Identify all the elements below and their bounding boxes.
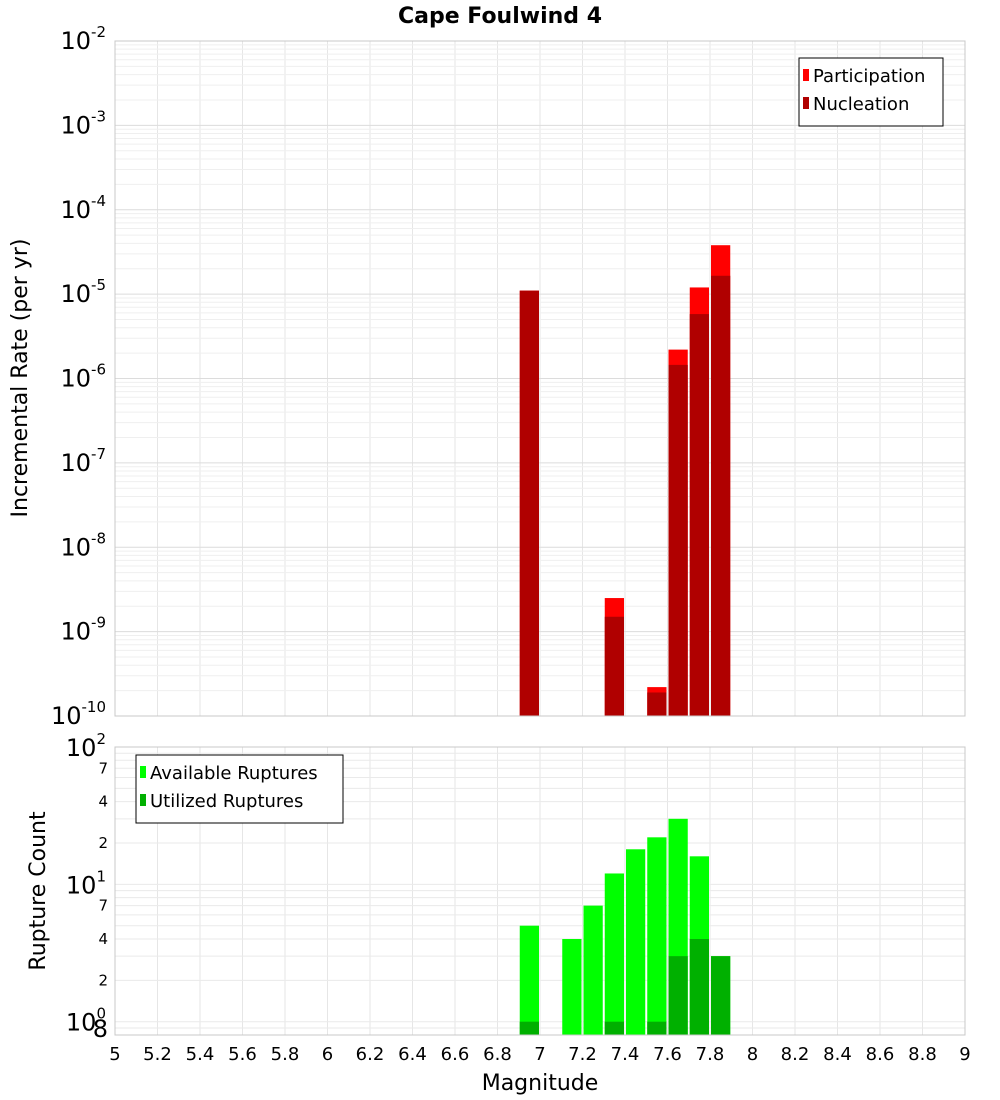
bottom-y-tick-label: 7: [98, 759, 108, 777]
x-tick-label: 6.4: [398, 1044, 427, 1065]
top-legend-swatch-nucleation: [803, 97, 809, 109]
top-y-tick-label: 10-3: [60, 107, 106, 139]
bar-utilized-ruptures-7.55: [647, 1021, 667, 1035]
x-tick-label: 6.8: [483, 1044, 512, 1065]
top-legend-label: Participation: [813, 66, 925, 87]
x-tick-label: 5.8: [271, 1044, 300, 1065]
bottom-bars: [519, 818, 731, 1035]
bar-utilized-ruptures-7.65: [668, 956, 688, 1035]
bottom-y-decade-label: 102: [66, 730, 106, 762]
bottom-y-tick-label: 7: [98, 897, 108, 915]
top-plot-frame: [114, 40, 966, 717]
top-y-tick-labels: 10-10 10-9 10-8 10-7 10-6 10-5 10-4 10-3 10-2: [51, 23, 106, 730]
bar-nucleation-7.75: [689, 314, 709, 716]
bottom-y-tick-label: 8: [93, 1015, 108, 1043]
x-tick-label: 5.6: [228, 1044, 257, 1065]
top-y-tick-label: 10-8: [60, 529, 106, 561]
bar-utilized-ruptures-7.35: [604, 1021, 624, 1035]
bar-utilized-ruptures-6.95: [519, 1021, 539, 1035]
x-tick-label: 5.4: [186, 1044, 215, 1065]
bottom-legend-swatch-utilized-ruptures: [140, 794, 146, 806]
top-y-tick-label: 10-7: [60, 445, 106, 477]
top-y-axis-label: Incremental Rate (per yr): [8, 239, 33, 518]
bottom-y-decade-label: 100: [66, 1005, 106, 1037]
bar-nucleation-7.35: [604, 616, 624, 716]
top-legend-label: Nucleation: [813, 94, 909, 115]
top-y-tick-label: 10-4: [60, 192, 106, 224]
x-tick-label: 7: [534, 1044, 545, 1065]
x-tick-label: 6.6: [441, 1044, 470, 1065]
x-tick-label: 8.4: [823, 1044, 852, 1065]
bar-available-ruptures-7.35: [604, 873, 624, 1035]
x-tick-label: 5: [109, 1044, 120, 1065]
top-gridlines: [114, 41, 966, 717]
x-tick-label: 9: [959, 1044, 970, 1065]
bottom-gridlines: [114, 746, 966, 1036]
x-tick-labels: 5 5.2 5.4 5.6 5.8 6 6.2 6.4 6.6 6.8 7 7.2 7.4 7.6 7.8 8…: [109, 1044, 970, 1065]
bar-nucleation-7.85: [711, 275, 731, 716]
bar-utilized-ruptures-7.75: [689, 939, 709, 1035]
bar-available-ruptures-7.25: [583, 905, 603, 1035]
x-tick-label: 7.4: [611, 1044, 640, 1065]
bottom-y-tick-label: 4: [98, 930, 108, 948]
bottom-y-tick-label: 4: [98, 793, 108, 811]
bar-nucleation-7.55: [647, 692, 667, 716]
bar-utilized-ruptures-7.85: [711, 956, 731, 1035]
x-tick-label: 7.2: [568, 1044, 597, 1065]
bottom-legend-swatch-available-ruptures: [140, 766, 146, 778]
x-tick-label: 7.8: [696, 1044, 725, 1065]
bottom-y-tick-labels: 8 2 4 7 2 4 7 100 101 102: [66, 730, 108, 1043]
bottom-legend: Available Ruptures Utilized Ruptures: [135, 754, 344, 824]
top-legend-box: [798, 57, 944, 127]
bottom-legend-label: Available Ruptures: [150, 763, 318, 784]
top-y-tick-label: 10-5: [60, 276, 106, 308]
top-y-tick-label: 10-2: [60, 23, 106, 55]
top-legend-swatch-participation: [803, 69, 809, 81]
x-tick-label: 8.6: [866, 1044, 895, 1065]
top-y-tick-label: 10-10: [51, 698, 106, 730]
bottom-y-tick-label: 2: [98, 834, 108, 852]
chart-title: Cape Foulwind 4: [398, 4, 602, 29]
bottom-y-axis-label: Rupture Count: [26, 811, 51, 971]
top-bars: [519, 245, 731, 717]
bar-available-ruptures-7.45: [626, 849, 646, 1035]
bar-available-ruptures-7.15: [562, 939, 582, 1035]
bottom-legend-label: Utilized Ruptures: [150, 791, 303, 812]
x-tick-label: 6: [322, 1044, 333, 1065]
top-y-tick-label: 10-9: [60, 614, 106, 646]
bottom-y-decade-label: 101: [66, 867, 106, 899]
bottom-y-tick-label: 2: [98, 971, 108, 989]
top-y-tick-label: 10-6: [60, 361, 106, 393]
top-legend: Participation Nucleation: [798, 57, 944, 127]
bar-nucleation-6.95: [519, 290, 539, 716]
x-tick-label: 6.2: [356, 1044, 385, 1065]
x-tick-label: 7.6: [653, 1044, 682, 1065]
bottom-plot-frame: [114, 746, 966, 1036]
bottom-legend-box: [135, 754, 344, 824]
x-axis-label: Magnitude: [482, 1071, 599, 1096]
x-tick-label: 5.2: [143, 1044, 172, 1065]
bar-available-ruptures-7.55: [647, 837, 667, 1035]
bar-nucleation-7.65: [668, 364, 688, 716]
x-tick-label: 8.8: [908, 1044, 937, 1065]
bar-available-ruptures-6.95: [519, 925, 539, 1035]
x-tick-label: 8.2: [781, 1044, 810, 1065]
x-tick-label: 8: [747, 1044, 758, 1065]
